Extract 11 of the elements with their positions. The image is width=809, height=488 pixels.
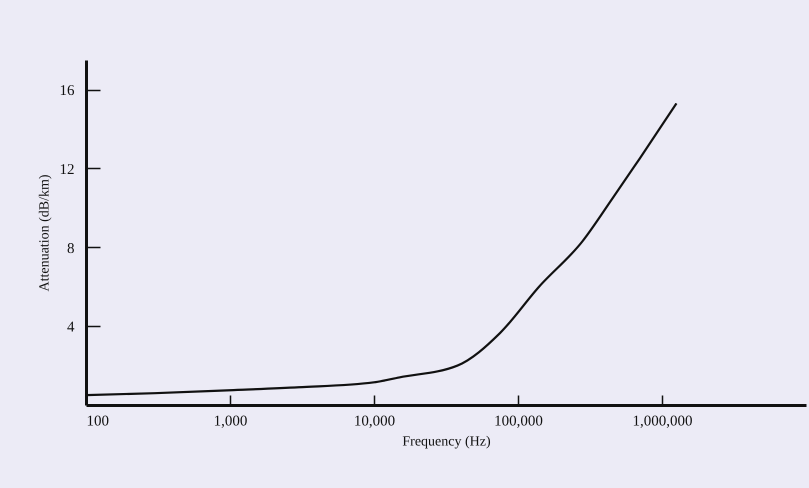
- x-tick-label: 100,000: [494, 414, 543, 430]
- y-tick-label: 8: [67, 240, 74, 257]
- x-axis-title: Frequency (Hz): [402, 434, 491, 450]
- y-axis-title: Attenuation (dB/km): [38, 174, 52, 292]
- x-tick-label: 1,000,000: [632, 414, 692, 430]
- x-tick-label: 1,000: [214, 414, 248, 430]
- x-tick-label: 10,000: [354, 414, 396, 430]
- x-tick-label: 100: [86, 414, 109, 430]
- y-tick-label: 16: [60, 83, 75, 100]
- y-tick-label: 12: [60, 162, 74, 178]
- y-tick-label: 4: [67, 320, 75, 336]
